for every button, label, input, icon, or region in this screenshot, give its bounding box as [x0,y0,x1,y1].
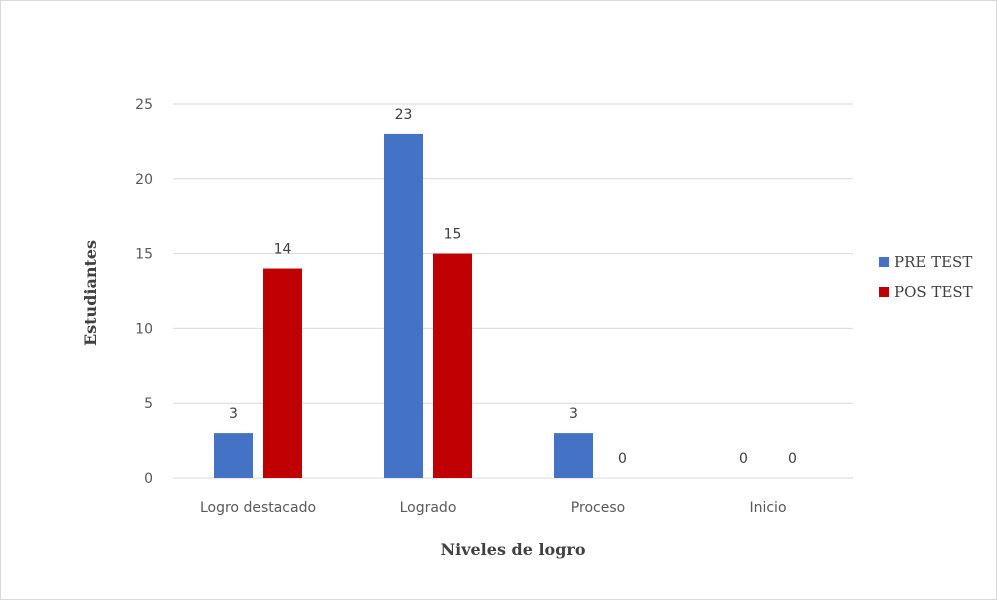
x-category-label: Logro destacado [200,500,316,516]
y-tick-label: 10 [135,321,153,337]
y-tick-labels: 0 5 10 15 20 25 [135,97,153,487]
y-axis-title: Estudiantes [81,240,100,346]
x-category-label: Proceso [571,500,625,516]
x-category-label: Inicio [749,500,786,516]
y-tick-label: 15 [135,247,153,263]
data-label: 23 [395,107,413,123]
bar [554,433,593,478]
y-tick-label: 5 [144,396,153,412]
y-tick-label: 20 [135,172,153,188]
bar [263,268,302,478]
data-label: 3 [569,406,578,422]
data-label: 0 [739,451,748,467]
data-label: 0 [788,451,797,467]
data-label: 0 [618,451,627,467]
legend: PRE TEST POS TEST [879,253,973,301]
x-category-label: Logrado [400,500,457,516]
data-labels: 3 14 23 15 3 0 0 0 [229,107,797,467]
y-tick-label: 25 [135,97,153,113]
data-label: 14 [274,242,292,258]
x-axis-title: Niveles de logro [441,540,586,559]
bar [384,133,423,479]
legend-label: POS TEST [894,283,973,301]
y-tick-label: 0 [144,471,153,487]
legend-swatch [879,257,889,267]
x-category-labels: Logro destacado Logrado Proceso Inicio [200,500,787,516]
bar [433,253,472,478]
bar [214,433,253,478]
bars [214,133,593,479]
legend-swatch [879,287,889,297]
data-label: 3 [229,406,238,422]
data-label: 15 [444,227,462,243]
legend-label: PRE TEST [894,253,972,271]
